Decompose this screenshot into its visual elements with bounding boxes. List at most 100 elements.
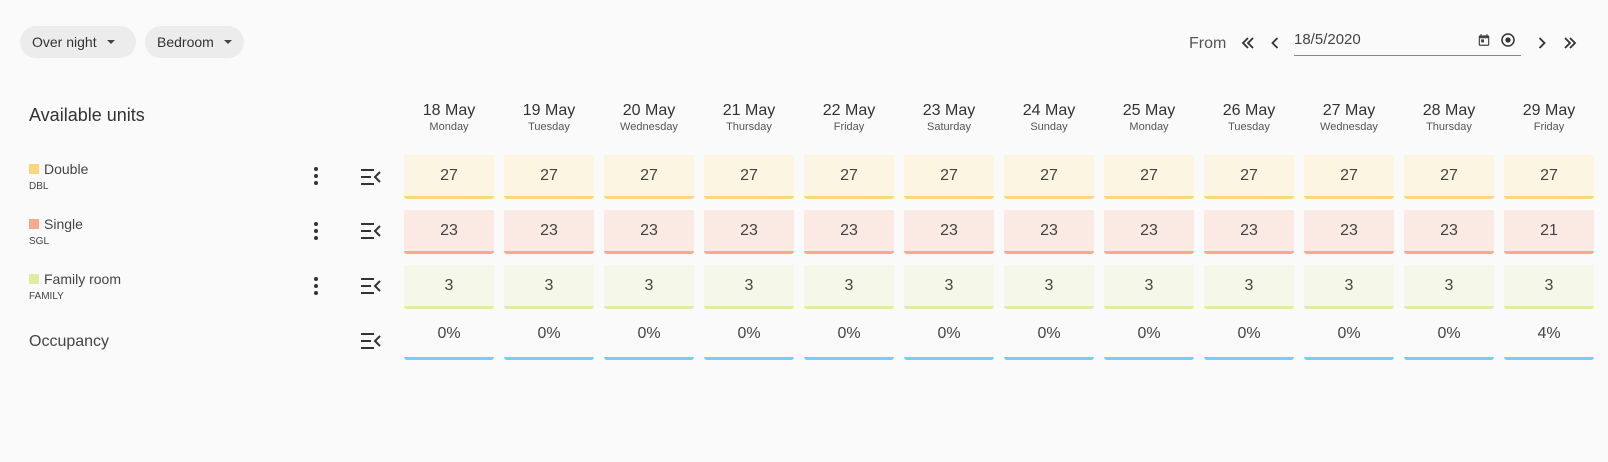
availability-cell[interactable]: 23 (1104, 210, 1194, 254)
availability-cell[interactable]: 27 (804, 155, 894, 199)
color-swatch (29, 164, 39, 174)
from-label: From (1189, 35, 1227, 52)
column-weekday: Wednesday (1320, 121, 1378, 133)
occupancy-cell: 0% (1404, 320, 1494, 360)
more-options-button[interactable] (306, 164, 326, 188)
availability-cell[interactable]: 23 (504, 210, 594, 254)
column-header: 21 May Thursday (704, 101, 794, 133)
first-page-button[interactable] (1236, 31, 1260, 55)
availability-cell[interactable]: 23 (604, 210, 694, 254)
availability-cell[interactable]: 27 (1304, 155, 1394, 199)
period-select[interactable]: Over night (20, 26, 136, 58)
availability-cell[interactable]: 23 (804, 210, 894, 254)
column-header: 29 May Friday (1504, 101, 1594, 133)
availability-cell[interactable]: 27 (704, 155, 794, 199)
unit-code: SGL (29, 236, 50, 247)
availability-cell[interactable]: 27 (1504, 155, 1594, 199)
availability-cell[interactable]: 27 (1204, 155, 1294, 199)
availability-cell[interactable]: 3 (1304, 265, 1394, 309)
menu-collapse-icon[interactable] (360, 167, 382, 187)
availability-cell[interactable]: 27 (1004, 155, 1094, 199)
availability-cell[interactable]: 23 (1004, 210, 1094, 254)
column-weekday: Monday (1129, 121, 1169, 133)
occupancy-cell: 0% (1304, 320, 1394, 360)
availability-cell[interactable]: 23 (1204, 210, 1294, 254)
availability-cell[interactable]: 23 (1404, 210, 1494, 254)
column-weekday: Friday (1533, 121, 1565, 133)
availability-cell[interactable]: 3 (1004, 265, 1094, 309)
column-date: 25 May (1122, 102, 1176, 119)
availability-cell[interactable]: 27 (1404, 155, 1494, 199)
column-weekday: Tuesday (528, 121, 570, 133)
availability-cell[interactable]: 3 (604, 265, 694, 309)
availability-cell[interactable]: 23 (704, 210, 794, 254)
column-weekday: Friday (833, 121, 865, 133)
occupancy-cell: 0% (904, 320, 994, 360)
availability-cell[interactable]: 3 (1504, 265, 1594, 309)
column-header: 24 May Sunday (1004, 101, 1094, 133)
unit-code: FAMILY (29, 291, 64, 302)
next-button[interactable] (1530, 31, 1554, 55)
prev-button[interactable] (1263, 31, 1287, 55)
column-weekday: Thursday (1426, 121, 1472, 133)
chevron-right-icon (1538, 37, 1546, 49)
availability-cell[interactable]: 23 (404, 210, 494, 254)
from-date-field[interactable] (1294, 28, 1521, 56)
from-date-input[interactable] (1294, 31, 1464, 48)
column-header: 18 May Monday (404, 101, 494, 133)
availability-cell[interactable]: 21 (1504, 210, 1594, 254)
column-date: 24 May (1022, 102, 1076, 119)
availability-cell[interactable]: 3 (1404, 265, 1494, 309)
more-options-button[interactable] (306, 274, 326, 298)
availability-cell[interactable]: 3 (1104, 265, 1194, 309)
column-date: 21 May (722, 102, 776, 119)
room-type-select[interactable]: Bedroom (145, 26, 244, 58)
menu-collapse-icon[interactable] (360, 331, 382, 351)
target-icon[interactable] (1499, 31, 1517, 49)
unit-label-double: Double DBL (29, 161, 88, 192)
menu-collapse-icon[interactable] (360, 276, 382, 296)
column-header: 19 May Tuesday (504, 101, 594, 133)
availability-cell[interactable]: 3 (404, 265, 494, 309)
availability-cell[interactable]: 3 (904, 265, 994, 309)
more-vert-icon (314, 222, 318, 240)
column-date: 19 May (522, 102, 576, 119)
occupancy-cell: 0% (604, 320, 694, 360)
occupancy-cell: 0% (1204, 320, 1294, 360)
availability-cell[interactable]: 27 (1104, 155, 1194, 199)
column-date: 27 May (1322, 102, 1376, 119)
caret-down-icon (223, 40, 232, 44)
occupancy-cell: 4% (1504, 320, 1594, 360)
column-header: 26 May Tuesday (1204, 101, 1294, 133)
availability-cell[interactable]: 3 (804, 265, 894, 309)
occupancy-cell: 0% (404, 320, 494, 360)
more-options-button[interactable] (306, 219, 326, 243)
availability-cell[interactable]: 27 (504, 155, 594, 199)
column-date: 26 May (1222, 102, 1276, 119)
availability-cell[interactable]: 3 (704, 265, 794, 309)
column-header: 23 May Saturday (904, 101, 994, 133)
occupancy-label: Occupancy (29, 333, 110, 350)
availability-cell[interactable]: 27 (604, 155, 694, 199)
caret-down-icon (106, 40, 115, 44)
availability-cell[interactable]: 3 (504, 265, 594, 309)
calendar-icon[interactable] (1477, 33, 1491, 47)
availability-cell[interactable]: 23 (1304, 210, 1394, 254)
column-header: 28 May Thursday (1404, 101, 1494, 133)
color-swatch (29, 219, 39, 229)
availability-cell[interactable]: 3 (1204, 265, 1294, 309)
column-date: 20 May (622, 102, 676, 119)
column-header: 22 May Friday (804, 101, 894, 133)
last-page-button[interactable] (1558, 31, 1582, 55)
availability-cell[interactable]: 27 (904, 155, 994, 199)
chevron-left-icon (1271, 37, 1279, 49)
occupancy-cell: 0% (704, 320, 794, 360)
availability-cell[interactable]: 27 (404, 155, 494, 199)
unit-name: Single (44, 216, 83, 232)
color-swatch (29, 274, 39, 284)
menu-collapse-icon[interactable] (360, 221, 382, 241)
section-title: Available units (29, 105, 145, 125)
column-header: 20 May Wednesday (604, 101, 694, 133)
column-date: 18 May (422, 102, 476, 119)
availability-cell[interactable]: 23 (904, 210, 994, 254)
